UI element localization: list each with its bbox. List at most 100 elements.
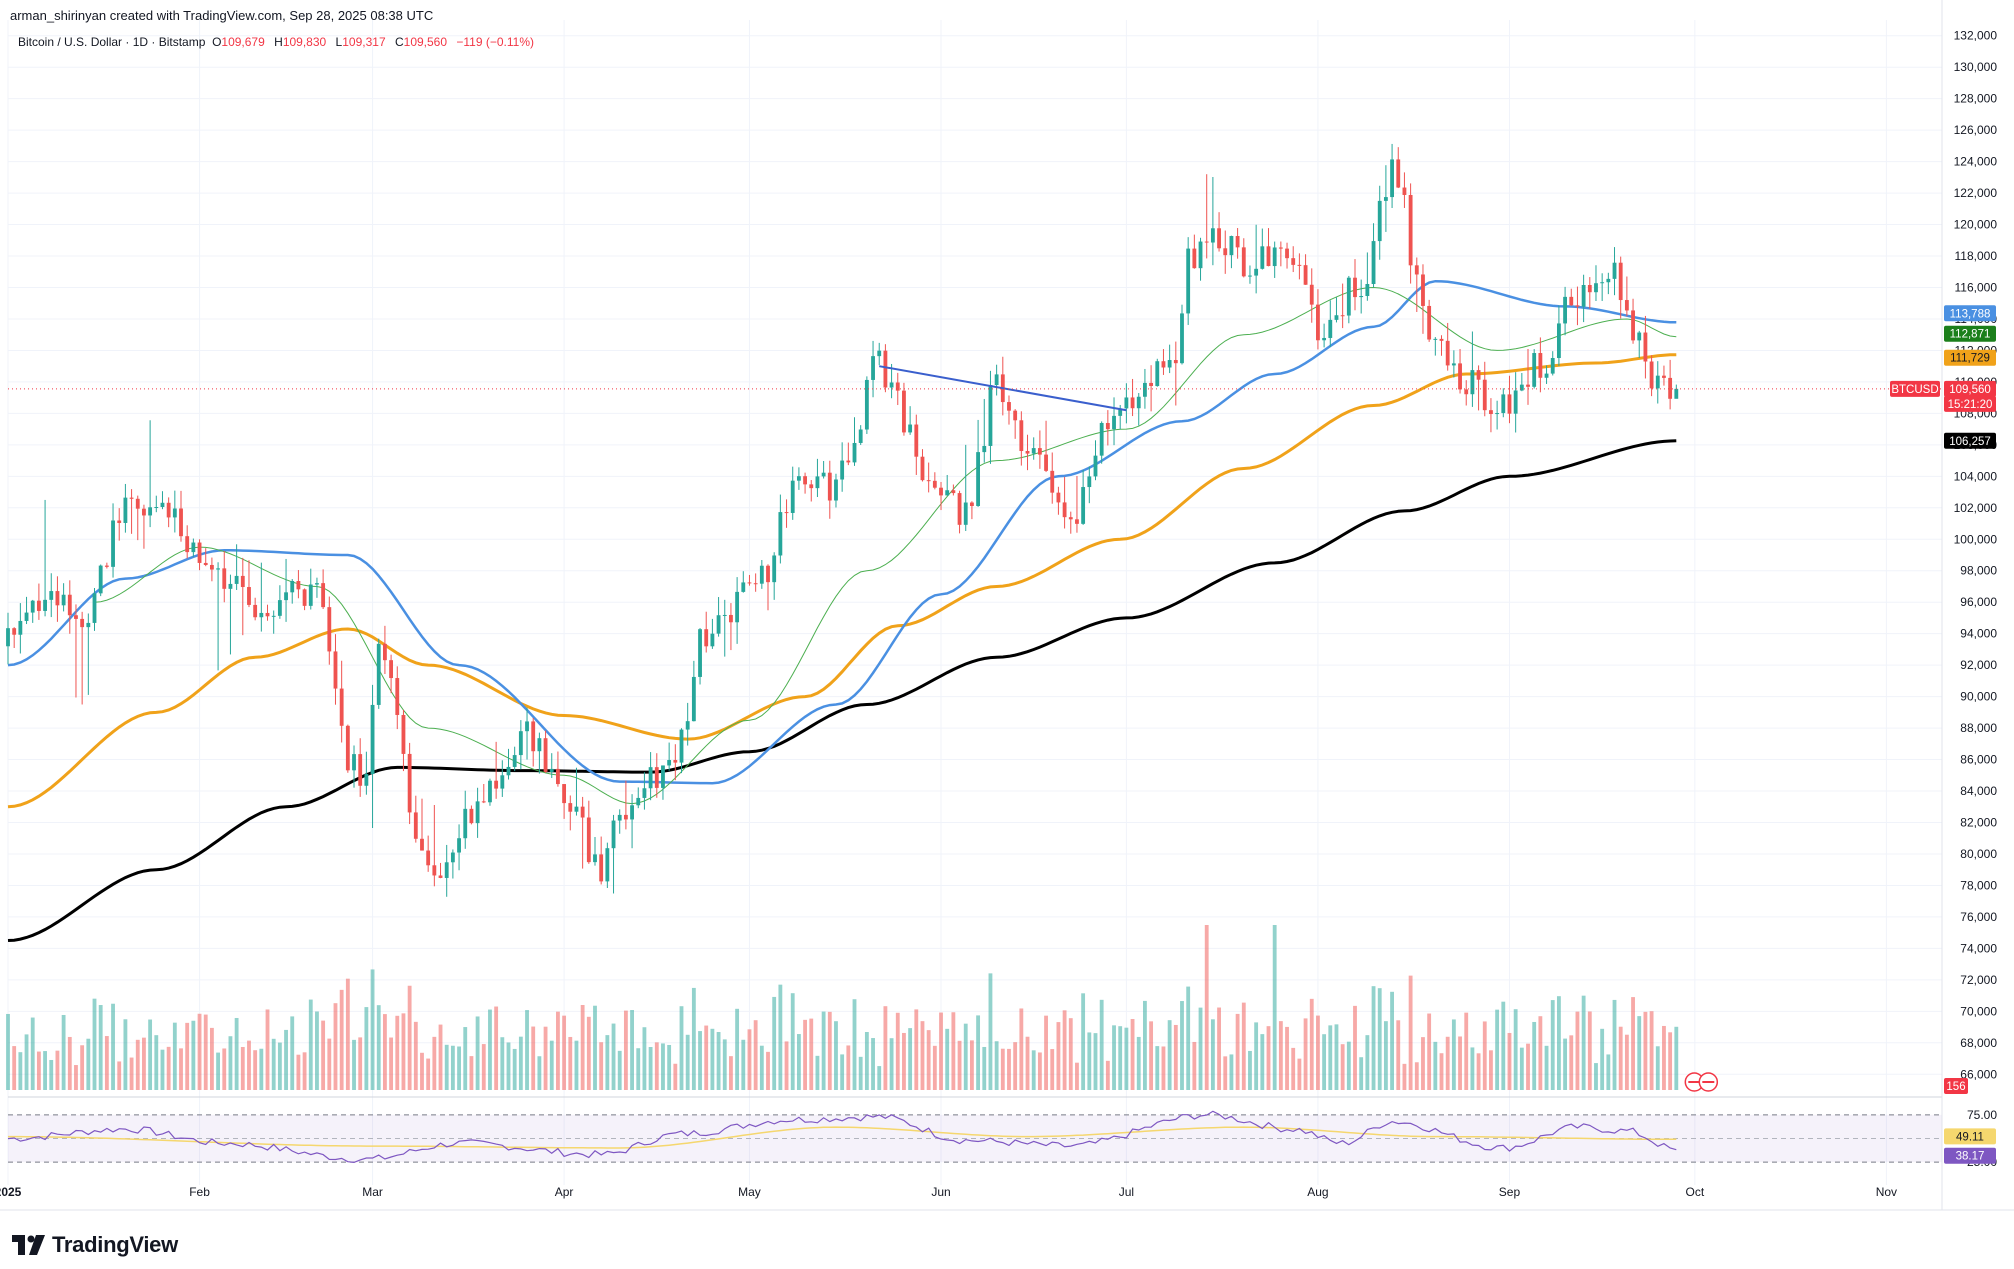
- y-tick-label: 116,000: [1955, 281, 1998, 295]
- candle-body: [166, 502, 171, 518]
- candle-body: [982, 445, 987, 453]
- grid: [7, 20, 1942, 1185]
- volume-bar: [525, 1010, 529, 1090]
- credit-text: arman_shirinyan created with TradingView…: [10, 8, 434, 23]
- volume-bar: [759, 1045, 764, 1090]
- volume-bar: [123, 1019, 128, 1090]
- candle-body: [1025, 450, 1030, 454]
- volume-bar: [407, 985, 412, 1090]
- candle-body: [846, 460, 851, 463]
- candle-body: [432, 865, 437, 876]
- candle-body: [1056, 492, 1061, 503]
- candle-body: [766, 565, 770, 583]
- y-tick-label: 94,000: [1960, 627, 1997, 641]
- ma50-line: [7, 279, 1677, 785]
- candle-body: [1365, 284, 1370, 297]
- candle-body: [1254, 268, 1259, 276]
- close-label: C: [394, 35, 404, 49]
- candle-body: [994, 374, 999, 385]
- volume-bar: [1340, 1044, 1345, 1090]
- candle-body: [1291, 258, 1296, 265]
- volume-bar: [1136, 1036, 1141, 1090]
- candle-body: [389, 660, 394, 679]
- volume-bar: [976, 1015, 981, 1090]
- candle-body: [321, 583, 326, 608]
- volume-bar: [481, 1044, 486, 1090]
- volume-bar: [939, 1012, 943, 1090]
- candle-body: [395, 678, 400, 715]
- candle-body: [1081, 487, 1086, 524]
- candle-body: [691, 676, 696, 722]
- volume-bar: [98, 1005, 103, 1090]
- candle-body: [6, 628, 10, 647]
- rsi-pane: [7, 1110, 1942, 1164]
- candle-body: [86, 622, 91, 628]
- trendline: [8, 365, 1942, 412]
- volume-bar: [1581, 995, 1586, 1090]
- symbol-title: Bitcoin / U.S. Dollar · 1D · Bitstamp: [18, 35, 206, 49]
- rsi-ma-badge-bg: [1944, 1128, 1996, 1145]
- volume-bar: [630, 1010, 634, 1090]
- candle-body: [296, 581, 301, 590]
- ma100-badge: 111,729: [1950, 353, 1990, 365]
- candle-body: [222, 568, 227, 589]
- volume-bar: [877, 1066, 882, 1090]
- volume-bar: [698, 1031, 702, 1090]
- y-tick-label: 124,000: [1954, 155, 1998, 169]
- volume-bar: [1544, 1045, 1549, 1090]
- candle-body: [710, 633, 715, 647]
- tradingview-logo[interactable]: TradingView: [12, 1230, 178, 1260]
- candle-body: [49, 591, 54, 600]
- volume-bar: [1118, 1026, 1123, 1090]
- candle-body: [914, 424, 919, 457]
- volume-bar: [1470, 1047, 1475, 1090]
- volume-bar: [1291, 1047, 1296, 1090]
- candle-body: [12, 628, 17, 635]
- candle-body: [1241, 247, 1246, 277]
- candle-body: [376, 643, 381, 705]
- volume-bar: [432, 1036, 437, 1090]
- volume-bar: [1266, 1026, 1271, 1090]
- volume-bar: [858, 1056, 863, 1090]
- candle-body: [1532, 353, 1537, 387]
- volume-bar: [704, 1025, 709, 1090]
- volume-badge-bg: [1944, 1078, 1968, 1094]
- volume-bar: [549, 1040, 554, 1090]
- volume-bar: [296, 1054, 301, 1090]
- volume-bar: [370, 969, 375, 1090]
- volume-bar: [290, 1016, 295, 1090]
- candle-body: [420, 838, 424, 851]
- candle-body: [1340, 315, 1345, 317]
- candle-body: [142, 508, 146, 516]
- candle-body: [1371, 241, 1376, 285]
- volume-bar: [729, 1056, 733, 1090]
- volume-bar: [1278, 1021, 1283, 1090]
- volume-bar: [117, 1061, 122, 1090]
- volume-bar: [716, 1032, 721, 1090]
- volume-bar: [43, 1051, 47, 1090]
- volume-bar: [420, 1052, 424, 1090]
- candle-body: [117, 520, 122, 523]
- candle-body: [593, 854, 597, 863]
- volume-bar: [914, 1009, 919, 1090]
- volume-bar: [450, 1045, 455, 1090]
- candle-body: [1556, 323, 1561, 359]
- candle-body: [1421, 274, 1425, 306]
- candle-body: [1124, 397, 1129, 409]
- volume-bar: [277, 1042, 282, 1090]
- volume-bar: [1458, 1036, 1462, 1090]
- volume-bar: [172, 1022, 177, 1090]
- volume-bar: [1668, 1032, 1673, 1090]
- candle-body: [1198, 241, 1203, 269]
- candle-body: [80, 618, 85, 628]
- candle-body: [679, 729, 684, 763]
- volume-bar: [247, 1040, 251, 1090]
- volume-bar: [735, 1008, 740, 1090]
- tradingview-logo-icon: [12, 1235, 45, 1255]
- volume-bar: [1007, 1048, 1011, 1090]
- volume-bar: [667, 1044, 672, 1090]
- volume-bar: [1186, 986, 1191, 1090]
- candle-body: [951, 490, 956, 494]
- y-tick-label: 118,000: [1955, 249, 1998, 263]
